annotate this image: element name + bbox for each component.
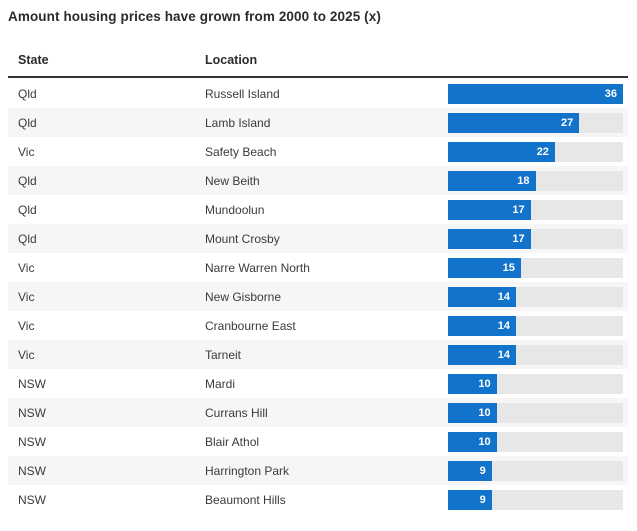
location-cell: Beaumont Hills	[205, 492, 286, 507]
bar-track: 15	[448, 257, 623, 278]
page-title: Amount housing prices have grown from 20…	[8, 9, 381, 24]
bar-fill: 14	[448, 344, 517, 365]
bar-value: 18	[517, 174, 530, 187]
bar-value: 17	[512, 232, 525, 245]
state-cell: NSW	[18, 463, 46, 478]
location-column-header: Location	[205, 53, 258, 67]
state-cell: Qld	[18, 231, 37, 246]
table-row: Qld New Beith 18	[8, 166, 628, 195]
bar-fill: 10	[448, 431, 497, 452]
state-cell: NSW	[18, 434, 46, 449]
bar-value: 10	[478, 406, 491, 419]
state-cell: Vic	[18, 144, 35, 159]
bar-track: 17	[448, 199, 623, 220]
bar-fill: 10	[448, 402, 497, 423]
state-cell: Qld	[18, 86, 37, 101]
table-row: Vic Narre Warren North 15	[8, 253, 628, 282]
bar-fill: 9	[448, 460, 492, 481]
location-cell: Mardi	[205, 376, 236, 391]
table-row: NSW Currans Hill 10	[8, 398, 628, 427]
state-cell: Vic	[18, 289, 35, 304]
location-cell: New Beith	[205, 173, 260, 188]
location-cell: Lamb Island	[205, 115, 271, 130]
location-cell: New Gisborne	[205, 289, 282, 304]
bar-fill: 14	[448, 286, 517, 307]
bar-value: 14	[497, 348, 511, 361]
bar-value: 22	[536, 145, 549, 158]
bar-fill: 18	[448, 170, 536, 191]
value-column-header	[448, 67, 623, 76]
table-row: NSW Harrington Park 9	[8, 456, 628, 485]
state-column-header: State	[18, 53, 49, 67]
table-row: Vic Safety Beach 22	[8, 137, 628, 166]
bar-value: 17	[512, 203, 525, 216]
bar-track: 22	[448, 141, 623, 162]
location-cell: Mundoolun	[205, 202, 265, 217]
state-cell: Qld	[18, 173, 37, 188]
bar-value: 27	[561, 116, 574, 129]
bar-value: 15	[502, 261, 515, 274]
table-header: State Location	[8, 44, 628, 78]
state-cell: Qld	[18, 202, 37, 217]
location-cell: Tarneit	[205, 347, 242, 362]
bar-fill: 22	[448, 141, 555, 162]
bar-track: 9	[448, 460, 623, 481]
bar-fill: 17	[448, 199, 531, 220]
bar-track: 10	[448, 431, 623, 452]
bar-track: 10	[448, 373, 623, 394]
table-row: NSW Mardi 10	[8, 369, 628, 398]
bar-value: 14	[497, 319, 511, 332]
table-row: Qld Mount Crosby 17	[8, 224, 628, 253]
table-row: Qld Mundoolun 17	[8, 195, 628, 224]
bar-fill: 10	[448, 373, 497, 394]
state-cell: NSW	[18, 492, 46, 507]
bar-fill: 17	[448, 228, 531, 249]
bar-value: 10	[478, 377, 491, 390]
bar-fill: 36	[448, 83, 623, 104]
bar-value: 10	[478, 435, 491, 448]
bar-track: 14	[448, 286, 623, 307]
state-cell: Vic	[18, 318, 35, 333]
bar-value: 9	[479, 493, 486, 506]
bar-track: 27	[448, 112, 623, 133]
bar-fill: 9	[448, 489, 492, 510]
table-row: NSW Beaumont Hills 9	[8, 485, 628, 514]
location-cell: Cranbourne East	[205, 318, 296, 333]
location-cell: Blair Athol	[205, 434, 260, 449]
state-cell: Qld	[18, 115, 37, 130]
table-row: Vic Cranbourne East 14	[8, 311, 628, 340]
state-cell: NSW	[18, 376, 46, 391]
table-row: NSW Blair Athol 10	[8, 427, 628, 456]
table-row: Qld Lamb Island 27	[8, 108, 628, 137]
location-cell: Russell Island	[205, 86, 280, 101]
location-cell: Mount Crosby	[205, 231, 280, 246]
table-body: Qld Russell Island 36 Qld Lamb Island 27…	[8, 79, 628, 514]
bar-track: 14	[448, 344, 623, 365]
bar-track: 14	[448, 315, 623, 336]
bar-track: 36	[448, 83, 623, 104]
bar-track: 18	[448, 170, 623, 191]
location-cell: Narre Warren North	[205, 260, 310, 275]
bar-track: 9	[448, 489, 623, 510]
bar-fill: 27	[448, 112, 580, 133]
location-cell: Safety Beach	[205, 144, 277, 159]
bar-track: 17	[448, 228, 623, 249]
table-row: Vic New Gisborne 14	[8, 282, 628, 311]
bar-fill: 14	[448, 315, 517, 336]
bar-fill: 15	[448, 257, 521, 278]
bar-track: 10	[448, 402, 623, 423]
bar-value: 14	[497, 290, 511, 303]
state-cell: Vic	[18, 347, 35, 362]
chart-table: State Location Qld Russell Island 36 Qld…	[8, 44, 628, 514]
bar-value: 9	[479, 464, 486, 477]
bar-value: 36	[604, 87, 617, 100]
location-cell: Harrington Park	[205, 463, 290, 478]
state-cell: Vic	[18, 260, 35, 275]
location-cell: Currans Hill	[205, 405, 268, 420]
table-row: Vic Tarneit 14	[8, 340, 628, 369]
table-row: Qld Russell Island 36	[8, 79, 628, 108]
state-cell: NSW	[18, 405, 46, 420]
